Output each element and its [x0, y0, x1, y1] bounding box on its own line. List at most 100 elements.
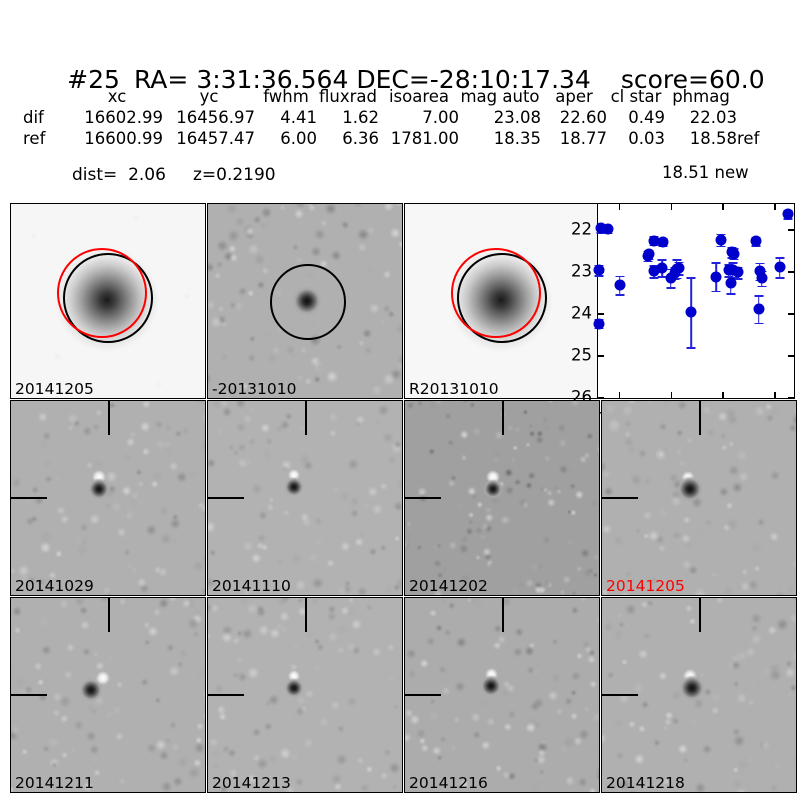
- column-header-yc: yc: [199, 87, 219, 106]
- crosshair-tick-vertical: [305, 401, 307, 435]
- data-point[interactable]: [774, 261, 786, 273]
- column-header-phmag: phmag: [672, 87, 730, 106]
- cutout-panel-epoch[interactable]: 20141202: [404, 400, 600, 596]
- crosshair-tick-horizontal: [602, 694, 638, 696]
- error-bar-cap: [755, 262, 765, 265]
- crosshair-tick-horizontal: [208, 497, 244, 499]
- data-point[interactable]: [648, 265, 660, 277]
- cell-ref-yc: 16457.47: [176, 129, 255, 148]
- error-bar-cap: [615, 275, 625, 278]
- transient-source: [677, 675, 707, 701]
- cell-ref-fwhm: 6.00: [280, 129, 317, 148]
- data-point[interactable]: [595, 222, 607, 234]
- error-bar-cap: [686, 277, 696, 280]
- cell-dif-phmag: 22.03: [689, 108, 737, 127]
- cutout-panel-reference[interactable]: R20131010: [404, 203, 600, 399]
- error-bar-cap: [672, 277, 682, 280]
- y-axis-tick: [788, 313, 794, 315]
- error-bar-cap: [615, 294, 625, 296]
- x-axis-tick: [774, 392, 776, 398]
- x-axis-tick: [774, 204, 776, 210]
- row-label-ref: ref: [23, 129, 46, 148]
- panel-label: -20131010: [212, 379, 297, 398]
- crosshair-tick-vertical: [305, 598, 307, 632]
- data-point[interactable]: [782, 208, 794, 220]
- y-axis-tick: [598, 397, 604, 399]
- cell-dif-fwhm: 4.41: [280, 108, 317, 127]
- cutout-panel-epoch[interactable]: 20141110: [207, 400, 403, 596]
- y-axis-tick: [788, 355, 794, 357]
- error-bar-cap: [649, 277, 659, 279]
- data-point[interactable]: [656, 262, 668, 274]
- crosshair-tick-horizontal: [405, 694, 441, 696]
- aperture-circle-red: [451, 248, 541, 338]
- data-point[interactable]: [643, 248, 655, 260]
- crosshair-tick-horizontal: [405, 497, 441, 499]
- error-bar-cap: [672, 259, 682, 261]
- error-bar-cap: [726, 292, 736, 295]
- score-value: 60.0: [708, 65, 765, 94]
- cutout-panel-difference[interactable]: -20131010: [207, 203, 403, 399]
- column-header-aper: aper: [555, 87, 593, 106]
- cutout-panel-epoch[interactable]: 20141205: [601, 400, 797, 596]
- error-bar-cap: [754, 322, 764, 325]
- cutout-panel-epoch[interactable]: 20141211: [10, 597, 206, 793]
- data-point[interactable]: [756, 272, 768, 284]
- noise-texture: [208, 204, 402, 398]
- data-point[interactable]: [593, 318, 605, 330]
- data-point[interactable]: [715, 234, 727, 246]
- crosshair-tick-vertical: [502, 598, 504, 632]
- data-point[interactable]: [728, 248, 740, 259]
- data-point[interactable]: [753, 303, 765, 315]
- data-point[interactable]: [648, 235, 660, 246]
- crosshair-tick-vertical: [699, 401, 701, 435]
- cutout-panel-epoch[interactable]: 20141218: [601, 597, 797, 793]
- column-header-isoarea: isoarea: [388, 87, 450, 106]
- y-axis-tick: [788, 397, 794, 399]
- data-point[interactable]: [710, 271, 722, 283]
- panel-label: 20141211: [15, 773, 94, 792]
- crosshair-tick-vertical: [108, 401, 110, 435]
- error-bar-cap: [643, 260, 653, 263]
- x-axis-tick: [722, 392, 724, 398]
- crosshair-tick-vertical: [502, 401, 504, 435]
- column-header-cl-star: cl star: [610, 87, 662, 106]
- cutout-panel-epoch[interactable]: 20141216: [404, 597, 600, 793]
- x-axis-tick: [618, 204, 621, 210]
- data-point[interactable]: [750, 235, 762, 247]
- cutout-panel-grid: 20141205 -20131010 R20131010 2223242526−…: [10, 203, 797, 795]
- data-point[interactable]: [602, 223, 614, 235]
- error-bar-cap: [686, 347, 696, 349]
- data-point[interactable]: [665, 272, 677, 284]
- cell-ref-mag-auto: 18.35: [493, 129, 541, 148]
- error-bar-cap: [711, 262, 721, 264]
- dec-value: -28:10:17.34: [429, 65, 591, 94]
- panel-label: 20141205: [15, 379, 94, 398]
- data-point[interactable]: [614, 279, 626, 291]
- panel-label: 20141029: [15, 576, 94, 595]
- cell-dif-mag-auto: 23.08: [493, 108, 541, 127]
- cell-ref-isoarea: 1781.00: [390, 129, 459, 148]
- data-point[interactable]: [593, 264, 605, 276]
- y-axis-tick: [598, 355, 604, 357]
- data-point[interactable]: [673, 262, 685, 274]
- data-point[interactable]: [657, 236, 669, 248]
- ra-label: RA=: [133, 65, 189, 94]
- cell-dif-fluxrad: 1.62: [342, 108, 379, 127]
- cutout-panel-new-image[interactable]: 20141205: [10, 203, 206, 399]
- transient-source: [86, 478, 112, 500]
- data-point[interactable]: [685, 306, 697, 318]
- x-axis-tick: [670, 392, 673, 398]
- cutout-panel-epoch[interactable]: 20141029: [10, 400, 206, 596]
- x-axis-tick: [722, 204, 724, 210]
- cutout-panel-epoch[interactable]: 20141213: [207, 597, 403, 793]
- data-point[interactable]: [754, 265, 766, 277]
- panel-label: R20131010: [409, 379, 499, 398]
- error-bar-cap: [775, 277, 785, 280]
- page-title: #25 RA= 3:31:36.564 DEC=-28:10:17.34 score…: [0, 36, 800, 123]
- data-point[interactable]: [725, 277, 737, 289]
- data-point[interactable]: [732, 266, 744, 278]
- crosshair-tick-vertical: [699, 598, 701, 632]
- transient-source: [282, 477, 306, 497]
